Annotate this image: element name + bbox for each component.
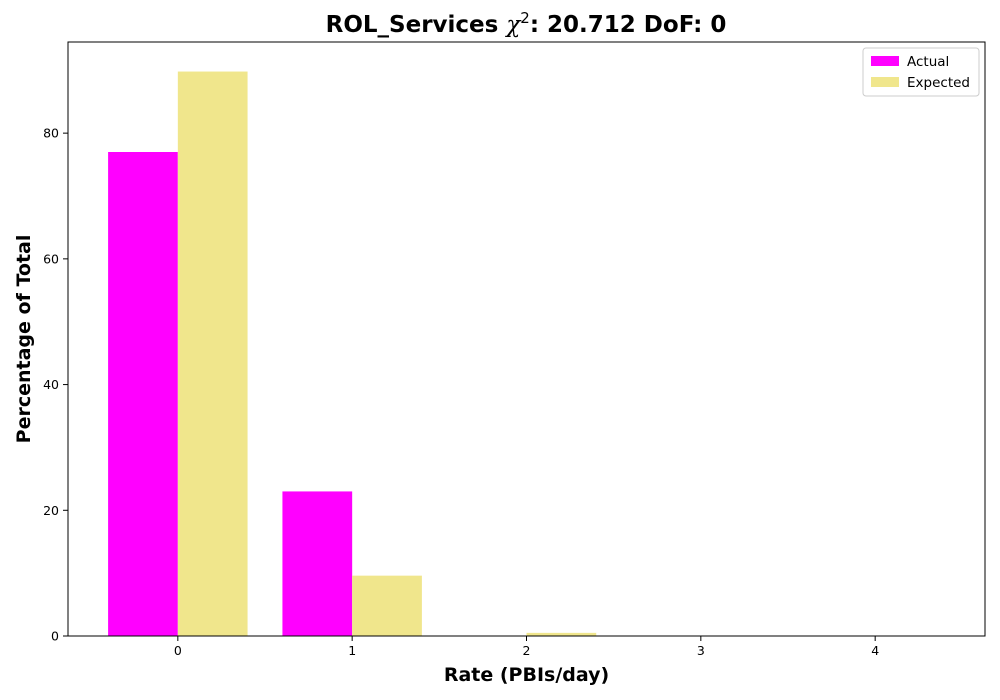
bars-group bbox=[108, 71, 597, 637]
legend: Actual Expected bbox=[862, 47, 980, 97]
legend-label-expected: Expected bbox=[907, 75, 970, 91]
title-chi: χ bbox=[504, 12, 522, 38]
y-tick-label: 80 bbox=[43, 126, 59, 141]
title-superscript: 2 bbox=[520, 9, 530, 27]
bar-expected-2 bbox=[526, 632, 597, 636]
bar-expected-0 bbox=[177, 71, 248, 637]
y-tick-label: 20 bbox=[43, 503, 59, 518]
bar-expected-1 bbox=[352, 575, 422, 636]
x-axis-label: Rate (PBIs/day) bbox=[444, 664, 609, 686]
y-tick-label: 40 bbox=[43, 377, 59, 392]
bar-actual-0 bbox=[108, 152, 178, 636]
y-axis-label: Percentage of Total bbox=[13, 235, 35, 444]
x-tick-label: 2 bbox=[523, 643, 531, 658]
x-axis-ticks: 0 1 2 3 4 bbox=[174, 636, 879, 658]
y-axis-ticks: 0 20 40 60 80 bbox=[43, 126, 68, 644]
bar-actual-1 bbox=[282, 491, 353, 636]
y-tick-label: 60 bbox=[43, 251, 59, 266]
legend-label-actual: Actual bbox=[907, 54, 949, 70]
chart-title: ROL_Services χ2: 20.712 DoF: 0 bbox=[326, 9, 727, 38]
x-tick-label: 3 bbox=[697, 643, 705, 658]
legend-swatch-expected bbox=[871, 77, 899, 87]
x-tick-label: 1 bbox=[348, 643, 356, 658]
x-tick-label: 0 bbox=[174, 643, 182, 658]
legend-swatch-actual bbox=[871, 56, 899, 66]
title-suffix: : 20.712 DoF: 0 bbox=[530, 12, 727, 38]
title-prefix: ROL_Services bbox=[326, 12, 507, 38]
plot-frame bbox=[67, 41, 986, 637]
x-tick-label: 4 bbox=[871, 643, 879, 658]
y-tick-label: 0 bbox=[51, 629, 59, 644]
